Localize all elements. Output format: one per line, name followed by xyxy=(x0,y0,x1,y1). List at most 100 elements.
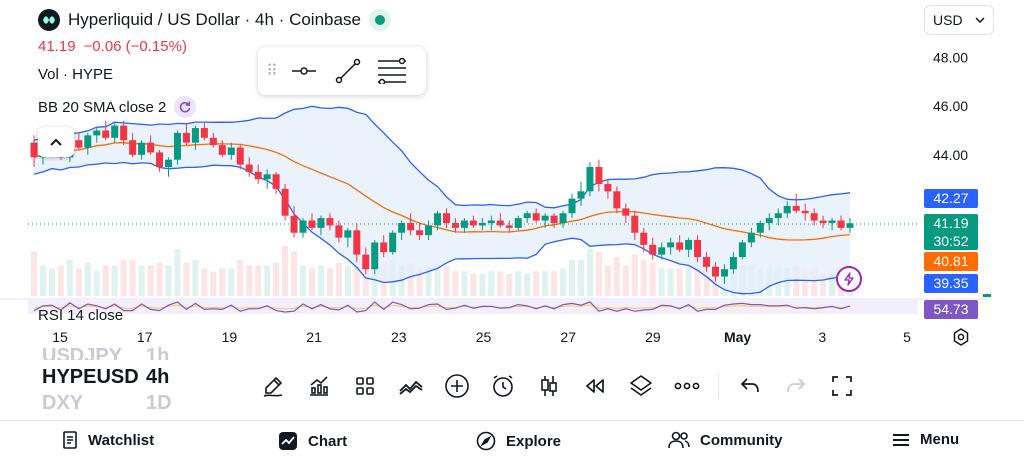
bollinger-basis-line xyxy=(33,142,851,241)
volume-bar xyxy=(84,262,91,296)
brush-icon[interactable] xyxy=(250,366,296,406)
volume-bar xyxy=(174,248,181,296)
drag-handle-icon[interactable]: ⠿ xyxy=(266,63,278,80)
indicators-icon[interactable] xyxy=(296,366,342,406)
volume-bar xyxy=(784,268,791,296)
timeframe-previous[interactable]: 1h xyxy=(146,346,170,360)
replay-icon[interactable] xyxy=(572,366,618,406)
candle-body xyxy=(236,147,244,165)
bb-upper-price-tag: 42.27 xyxy=(924,189,978,208)
volume-bar xyxy=(326,268,333,296)
time-axis-label: 3 xyxy=(818,329,826,345)
volume-bar xyxy=(201,268,208,296)
price-chart[interactable]: 48.00 46.00 44.00 15 17 19 21 23 25 27 29 May 3 5 xyxy=(0,0,1024,350)
candle-body xyxy=(577,191,585,199)
candle-body xyxy=(532,213,540,221)
volume-bar xyxy=(156,262,163,296)
symbol-picker[interactable]: USDJPY HYPEUSD DXY xyxy=(42,346,139,409)
refresh-icon[interactable] xyxy=(174,96,197,118)
candle-body xyxy=(478,222,486,226)
candle-body xyxy=(729,257,737,270)
candle-body xyxy=(559,213,567,223)
candle-body xyxy=(398,222,406,233)
candle-body xyxy=(380,242,388,253)
symbol-previous[interactable]: USDJPY xyxy=(42,346,123,360)
candle-body xyxy=(442,213,450,223)
volume-bar xyxy=(344,265,351,296)
candle-body xyxy=(407,222,415,231)
more-icon[interactable] xyxy=(664,366,710,406)
nav-menu[interactable]: Menu xyxy=(892,431,959,448)
volume-bar xyxy=(246,265,253,296)
volume-indicator-label[interactable]: Vol · HYPE xyxy=(38,66,114,83)
fib-tool-icon[interactable] xyxy=(370,51,414,91)
bb-lower-price-tag: 39.35 xyxy=(924,274,978,293)
symbol-next[interactable]: DXY xyxy=(42,393,84,409)
watchlist-icon xyxy=(63,431,77,449)
nav-community[interactable]: Community xyxy=(668,431,783,449)
candle-body xyxy=(416,230,424,236)
templates-icon[interactable] xyxy=(342,366,388,406)
volume-bar xyxy=(470,274,477,296)
layers-icon[interactable] xyxy=(618,366,664,406)
currency-select[interactable]: USD xyxy=(924,5,994,35)
chart-header[interactable]: Hyperliquid / US Dollar · 4h · Coinbase xyxy=(38,8,391,32)
volume-bar xyxy=(829,274,836,296)
rsi-indicator-label[interactable]: RSI 14 close xyxy=(38,307,124,324)
volume-bar xyxy=(317,265,324,296)
candle-body xyxy=(756,222,764,233)
price-axis-label: 48.00 xyxy=(933,49,968,65)
volume-bar xyxy=(595,251,602,296)
fullscreen-icon[interactable] xyxy=(819,366,865,406)
chart-settings-icon[interactable] xyxy=(952,328,970,346)
volume-bar xyxy=(667,268,674,296)
nav-watchlist[interactable]: Watchlist xyxy=(62,431,154,449)
volume-bar xyxy=(407,262,414,296)
volume-bar xyxy=(228,268,235,296)
candle-body xyxy=(129,140,137,155)
candle-body xyxy=(676,242,684,250)
nav-community-label: Community xyxy=(700,431,783,449)
volume-bar xyxy=(586,248,593,296)
nav-explore-label: Explore xyxy=(506,432,562,450)
volume-bar xyxy=(57,265,64,296)
timeframe-current[interactable]: 4h xyxy=(146,366,170,388)
bb-indicator-label[interactable]: BB 20 SMA close 2 xyxy=(38,98,167,116)
volume-bar xyxy=(658,268,665,296)
candle-body xyxy=(774,213,782,219)
volume-bar xyxy=(138,265,145,296)
redo-icon[interactable] xyxy=(773,366,819,406)
nav-explore[interactable]: Explore xyxy=(476,431,561,451)
candle-body xyxy=(371,242,379,270)
compare-icon[interactable] xyxy=(388,366,434,406)
volume-bar xyxy=(129,260,136,296)
candle-body xyxy=(200,128,208,138)
undo-icon[interactable] xyxy=(727,366,773,406)
candle-body xyxy=(720,269,728,277)
symbol-title[interactable]: Hyperliquid / US Dollar · 4h · Coinbase xyxy=(68,10,361,29)
nav-chart[interactable]: Chart xyxy=(278,431,347,451)
candle-body xyxy=(810,213,818,221)
bb-indicator-row[interactable]: BB 20 SMA close 2 xyxy=(38,96,197,118)
alert-icon[interactable] xyxy=(480,366,526,406)
candle-body xyxy=(783,205,791,214)
candles-icon[interactable] xyxy=(526,366,572,406)
horizontal-ray-tool-icon[interactable] xyxy=(282,51,326,91)
volume-bar xyxy=(461,271,468,296)
timeframe-picker[interactable]: 1h 4h 1D xyxy=(146,346,186,409)
volume-bar xyxy=(192,260,199,296)
candle-body xyxy=(75,140,83,148)
collapse-legend-button[interactable] xyxy=(38,127,74,157)
volume-bar xyxy=(291,251,298,296)
chart-toolbar xyxy=(250,366,865,406)
trend-line-tool-icon[interactable] xyxy=(326,51,370,91)
flash-icon[interactable] xyxy=(836,266,862,292)
add-icon[interactable] xyxy=(434,366,480,406)
price-axis-label: 44.00 xyxy=(933,147,968,163)
symbol-current[interactable]: HYPEUSD xyxy=(42,366,139,388)
volume-bar xyxy=(506,274,513,296)
timeframe-next[interactable]: 1D xyxy=(146,393,172,409)
candle-body xyxy=(209,137,217,146)
volume-bar xyxy=(237,260,244,296)
candle-body xyxy=(254,171,262,180)
